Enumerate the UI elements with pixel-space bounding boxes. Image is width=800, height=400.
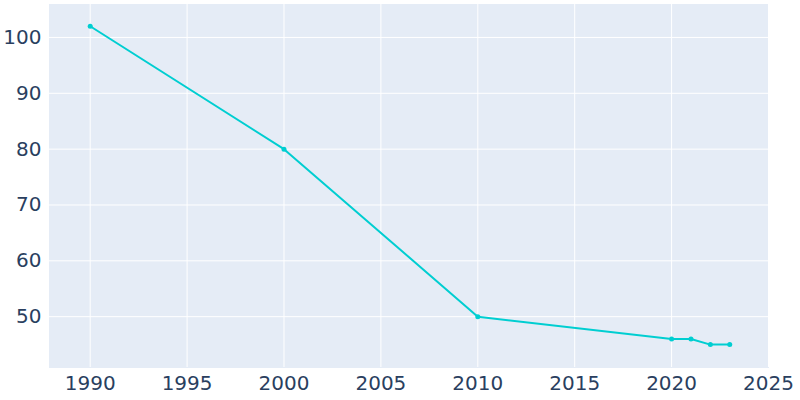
- svg-text:90: 90: [16, 81, 41, 105]
- svg-text:50: 50: [16, 304, 41, 328]
- svg-text:2000: 2000: [259, 371, 310, 395]
- svg-text:60: 60: [16, 248, 41, 272]
- svg-text:2010: 2010: [452, 371, 503, 395]
- svg-text:1995: 1995: [162, 371, 213, 395]
- svg-text:2005: 2005: [355, 371, 406, 395]
- svg-text:2025: 2025: [743, 371, 794, 395]
- svg-text:2020: 2020: [646, 371, 697, 395]
- svg-text:100: 100: [3, 25, 41, 49]
- svg-text:2015: 2015: [549, 371, 600, 395]
- svg-text:80: 80: [16, 137, 41, 161]
- svg-text:1990: 1990: [65, 371, 116, 395]
- svg-text:70: 70: [16, 192, 41, 216]
